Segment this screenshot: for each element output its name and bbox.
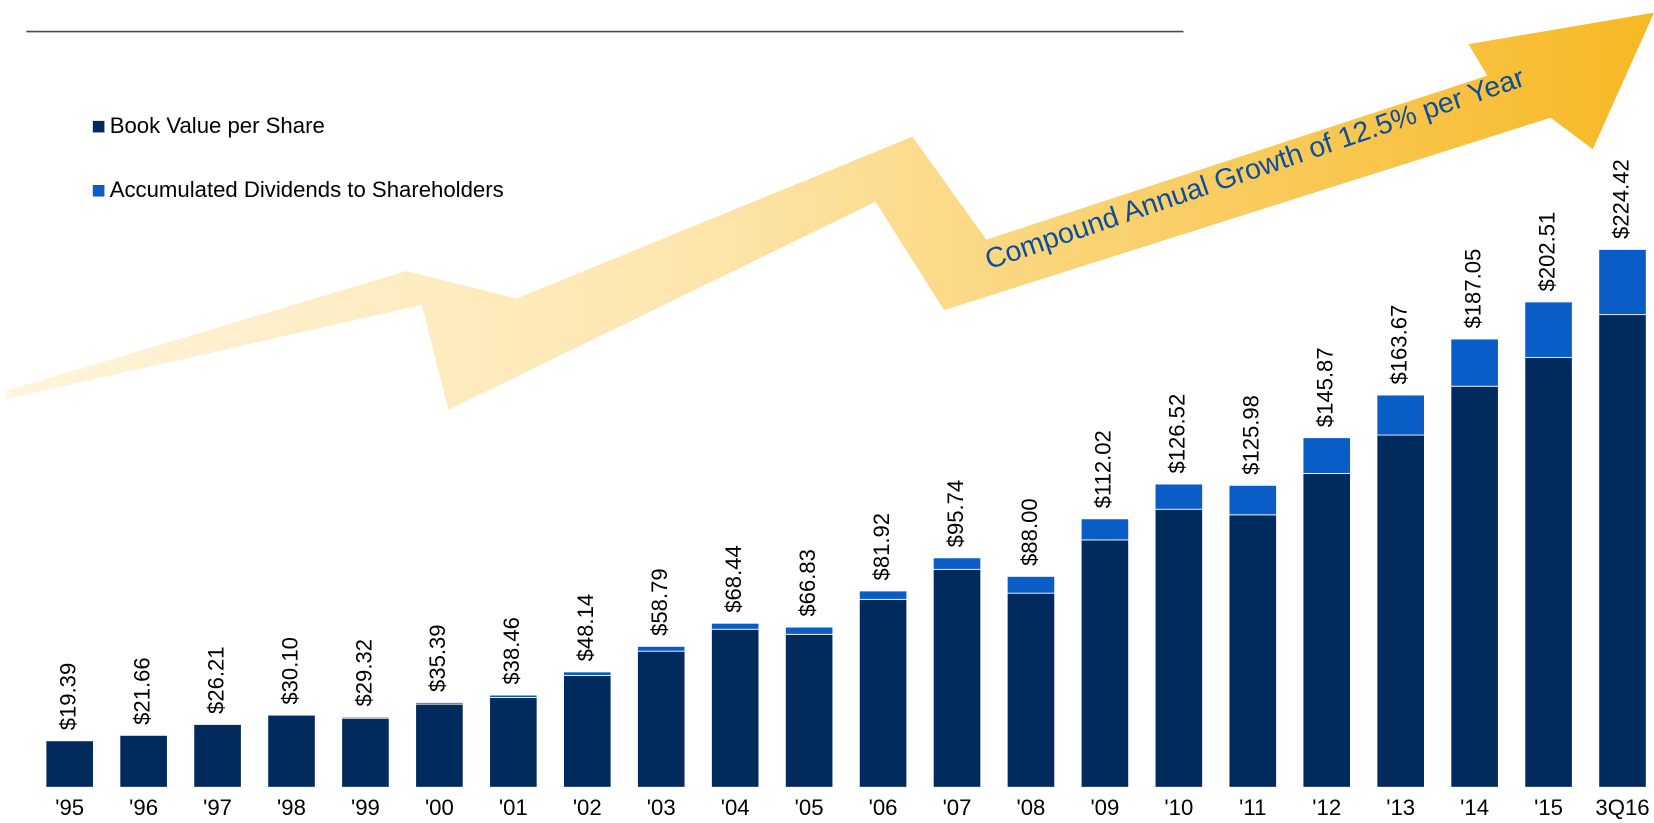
bar-segment: [1006, 575, 1056, 594]
bar-segment: [1302, 437, 1351, 474]
total-label: $112.02: [1091, 430, 1116, 508]
bar-segment: [1080, 539, 1130, 788]
total-label: $21.66: [129, 657, 154, 725]
bar-segment: [1228, 514, 1277, 788]
total-label: $202.51: [1534, 212, 1559, 292]
x-tick-label: '96: [129, 795, 158, 820]
x-tick-label: '10: [1164, 795, 1193, 820]
bar-segment: [711, 628, 760, 788]
bar-segment: [1080, 518, 1130, 541]
total-label: $145.87: [1313, 347, 1338, 427]
x-tick-label: '01: [499, 795, 528, 820]
total-label: $30.10: [277, 637, 302, 705]
bar-segment: [932, 568, 982, 788]
bar-segment: [1524, 301, 1573, 358]
x-tick-label: '09: [1090, 795, 1119, 820]
total-label: $81.92: [869, 513, 894, 581]
growth-annotation: Compound Annual Growth of 12.5% per Year: [981, 62, 1529, 277]
legend-swatch: [92, 120, 105, 133]
bar-segment: [858, 590, 908, 600]
x-tick-label: '99: [351, 795, 380, 820]
total-label: $58.79: [647, 568, 672, 636]
x-tick-label: '07: [943, 795, 972, 820]
x-tick-label: '98: [277, 795, 306, 820]
bar-segment: [784, 626, 834, 635]
total-label: $187.05: [1460, 249, 1485, 329]
bar-segment: [1376, 434, 1425, 788]
bar-segment: [341, 716, 390, 719]
bar-segment: [1154, 508, 1204, 788]
bar-segment: [1302, 472, 1351, 788]
total-label: $19.39: [55, 663, 80, 731]
x-tick-label: '11: [1239, 795, 1266, 820]
bar-segment: [1598, 314, 1647, 788]
bar-segment: [1006, 592, 1056, 788]
total-label: $126.52: [1165, 394, 1190, 474]
x-tick-label: '05: [795, 795, 824, 820]
x-tick-label: '13: [1386, 795, 1415, 820]
legend-swatch: [92, 184, 105, 197]
bar-segment: [1154, 483, 1204, 510]
bar-segment: [1450, 385, 1499, 788]
x-tick-label: '02: [573, 795, 602, 820]
x-tick-label: 3Q16: [1595, 795, 1649, 820]
bar-segment: [1450, 338, 1499, 387]
bar-segment: [119, 734, 168, 788]
bar-segment: [415, 702, 464, 705]
total-label: $29.32: [351, 639, 376, 707]
bar-segment: [932, 557, 982, 570]
x-tick-label: '04: [721, 795, 750, 820]
total-label: $26.21: [203, 646, 228, 714]
bar-segment: [193, 724, 242, 788]
total-label: $125.98: [1239, 395, 1264, 475]
bar-segment: [784, 633, 834, 788]
bar-segment: [267, 714, 316, 788]
x-tick-label: '15: [1534, 795, 1563, 820]
total-label: $88.00: [1017, 498, 1042, 566]
x-tick-label: '97: [203, 795, 232, 820]
bar-segment: [563, 671, 612, 676]
x-tick-label: '14: [1460, 795, 1489, 820]
bar-segment: [637, 650, 686, 788]
x-tick-label: '06: [869, 795, 898, 820]
bar-segment: [1228, 484, 1277, 516]
x-tick-label: '08: [1017, 795, 1046, 820]
total-label: $68.44: [721, 545, 746, 613]
total-label: $48.14: [573, 594, 598, 662]
bar-segment: [858, 598, 908, 788]
x-tick-label: '95: [55, 795, 84, 820]
bar-segment: [1524, 357, 1573, 788]
bar-segment: [1598, 249, 1647, 316]
bar-segment: [341, 717, 390, 788]
bar-segment: [711, 622, 760, 630]
x-tick-label: '00: [425, 795, 454, 820]
bar-segment: [1376, 394, 1425, 436]
x-tick-label: '03: [647, 795, 676, 820]
bar-segment: [563, 675, 612, 788]
total-label: $38.46: [499, 617, 524, 685]
total-label: $66.83: [795, 549, 820, 617]
legend-label: Book Value per Share: [110, 113, 325, 138]
total-label: $95.74: [943, 480, 968, 548]
x-tick-label: '12: [1312, 795, 1341, 820]
total-label: $163.67: [1386, 305, 1411, 385]
bar-segment: [637, 645, 686, 652]
bar-segment: [489, 697, 538, 788]
total-label: $35.39: [425, 624, 450, 692]
growth-arrow: [5, 12, 1654, 410]
bar-segment: [415, 703, 464, 788]
bar-segment: [489, 694, 538, 698]
legend-label: Accumulated Dividends to Shareholders: [110, 177, 504, 202]
bar-segment: [45, 740, 94, 788]
total-label: $224.42: [1608, 159, 1633, 239]
